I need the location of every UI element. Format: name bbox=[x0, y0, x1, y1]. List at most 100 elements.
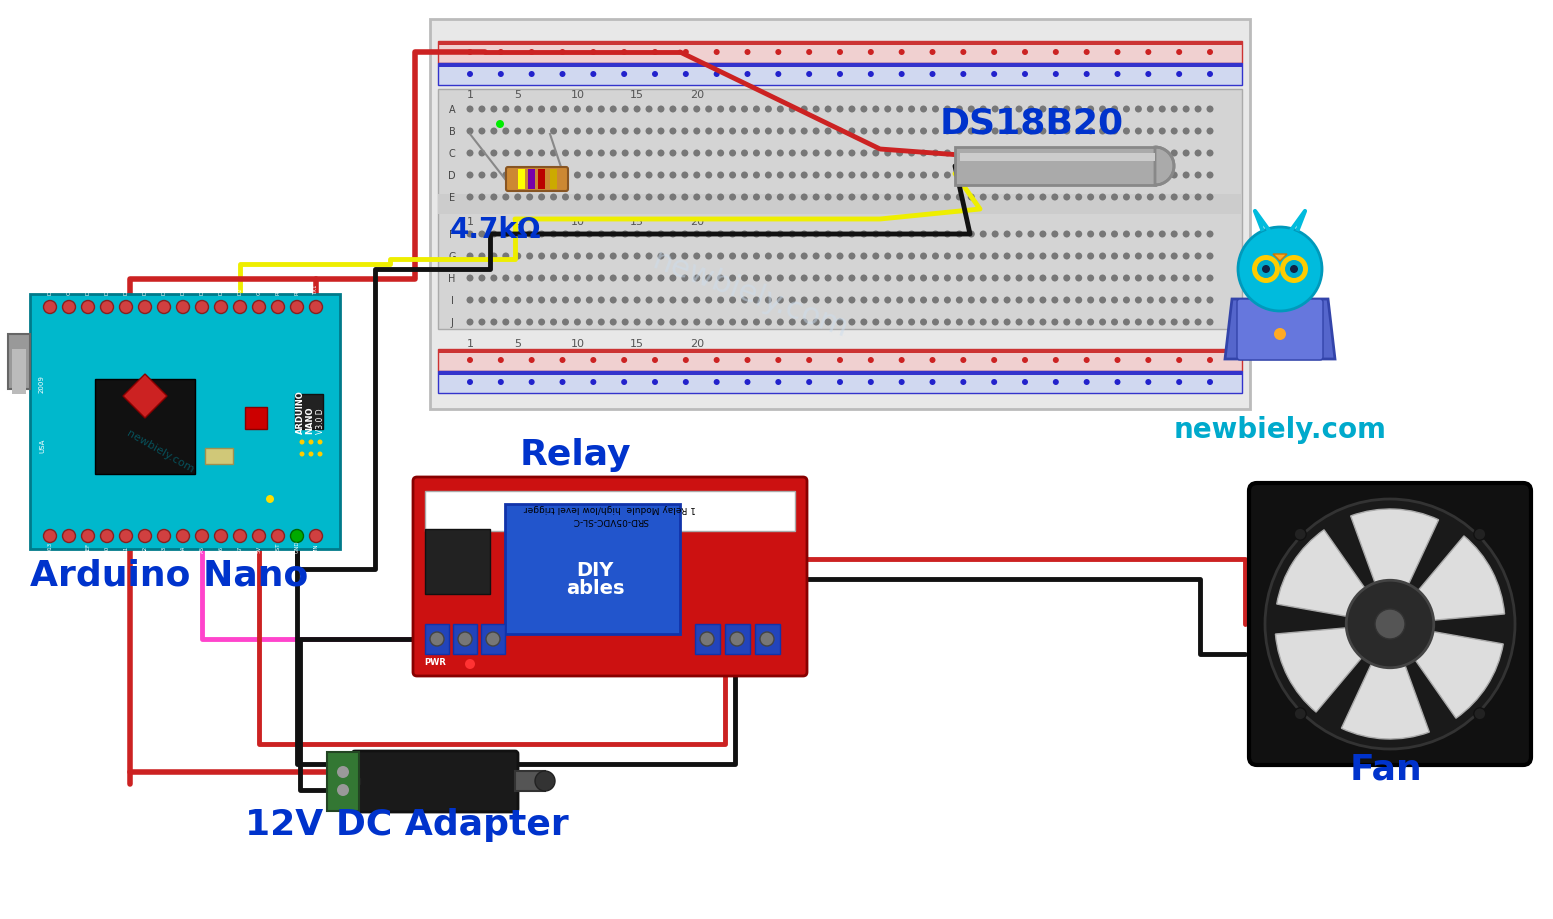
Circle shape bbox=[896, 107, 904, 113]
Circle shape bbox=[753, 151, 759, 157]
Circle shape bbox=[514, 232, 522, 238]
Circle shape bbox=[1159, 232, 1166, 238]
Circle shape bbox=[909, 275, 915, 282]
Circle shape bbox=[1051, 151, 1058, 157]
Circle shape bbox=[992, 129, 999, 135]
Circle shape bbox=[705, 194, 713, 201]
Circle shape bbox=[683, 72, 690, 78]
Circle shape bbox=[610, 232, 617, 238]
Circle shape bbox=[657, 151, 665, 157]
Circle shape bbox=[955, 254, 963, 260]
Circle shape bbox=[1100, 319, 1106, 326]
Text: V3.0 D: V3.0 D bbox=[315, 408, 325, 434]
Circle shape bbox=[646, 107, 652, 113]
Circle shape bbox=[860, 107, 868, 113]
Wedge shape bbox=[1275, 624, 1390, 712]
Circle shape bbox=[1159, 151, 1166, 157]
Circle shape bbox=[1003, 275, 1011, 282]
Circle shape bbox=[491, 129, 497, 135]
Circle shape bbox=[590, 72, 596, 78]
Circle shape bbox=[1087, 275, 1095, 282]
Circle shape bbox=[138, 530, 152, 543]
Circle shape bbox=[1100, 194, 1106, 201]
Circle shape bbox=[717, 232, 724, 238]
Circle shape bbox=[585, 254, 593, 260]
Circle shape bbox=[714, 50, 719, 56]
Bar bbox=[528, 170, 534, 190]
Circle shape bbox=[744, 50, 750, 56]
Circle shape bbox=[705, 107, 713, 113]
Circle shape bbox=[575, 129, 581, 135]
Circle shape bbox=[101, 301, 113, 314]
Circle shape bbox=[526, 129, 533, 135]
Circle shape bbox=[214, 301, 227, 314]
Circle shape bbox=[991, 380, 997, 386]
Circle shape bbox=[775, 380, 781, 386]
Circle shape bbox=[896, 254, 904, 260]
Circle shape bbox=[81, 301, 95, 314]
Circle shape bbox=[634, 232, 640, 238]
Circle shape bbox=[466, 107, 474, 113]
Circle shape bbox=[537, 297, 545, 304]
Circle shape bbox=[1171, 319, 1177, 326]
Circle shape bbox=[1051, 129, 1058, 135]
Circle shape bbox=[1053, 50, 1059, 56]
Circle shape bbox=[101, 530, 113, 543]
Circle shape bbox=[1028, 194, 1034, 201]
Circle shape bbox=[1039, 297, 1047, 304]
Bar bbox=[438, 349, 1242, 371]
Circle shape bbox=[899, 380, 905, 386]
Circle shape bbox=[1171, 173, 1177, 179]
Circle shape bbox=[478, 107, 486, 113]
Circle shape bbox=[1115, 380, 1121, 386]
Circle shape bbox=[1183, 254, 1190, 260]
Circle shape bbox=[884, 173, 891, 179]
Circle shape bbox=[682, 254, 688, 260]
Circle shape bbox=[1176, 72, 1182, 78]
Circle shape bbox=[960, 50, 966, 56]
Circle shape bbox=[657, 173, 665, 179]
Circle shape bbox=[960, 380, 966, 386]
Bar bbox=[438, 371, 1242, 393]
Circle shape bbox=[873, 129, 879, 135]
Text: C: C bbox=[449, 149, 455, 159]
Text: 5: 5 bbox=[514, 338, 522, 348]
Text: USA: USA bbox=[39, 438, 45, 452]
Circle shape bbox=[837, 107, 843, 113]
Circle shape bbox=[968, 107, 975, 113]
Circle shape bbox=[1171, 194, 1177, 201]
Text: D13: D13 bbox=[48, 541, 53, 552]
Circle shape bbox=[502, 194, 509, 201]
Text: D8: D8 bbox=[124, 287, 129, 295]
Circle shape bbox=[789, 173, 795, 179]
Circle shape bbox=[728, 173, 736, 179]
Circle shape bbox=[848, 151, 856, 157]
Circle shape bbox=[705, 151, 713, 157]
Text: 1: 1 bbox=[466, 90, 474, 100]
Circle shape bbox=[1016, 151, 1022, 157]
Circle shape bbox=[634, 297, 640, 304]
Circle shape bbox=[621, 297, 629, 304]
Circle shape bbox=[930, 357, 935, 364]
Circle shape bbox=[1003, 151, 1011, 157]
Circle shape bbox=[1087, 194, 1095, 201]
Circle shape bbox=[1171, 129, 1177, 135]
Circle shape bbox=[1171, 232, 1177, 238]
Text: 5V: 5V bbox=[256, 545, 261, 552]
Circle shape bbox=[1064, 319, 1070, 326]
Circle shape bbox=[1123, 107, 1131, 113]
Circle shape bbox=[585, 107, 593, 113]
Circle shape bbox=[657, 194, 665, 201]
Bar bbox=[438, 43, 1242, 46]
Circle shape bbox=[705, 297, 713, 304]
Circle shape bbox=[233, 301, 247, 314]
Bar bbox=[438, 42, 1242, 64]
Circle shape bbox=[621, 151, 629, 157]
Text: A0: A0 bbox=[104, 545, 110, 552]
Circle shape bbox=[1135, 297, 1141, 304]
Circle shape bbox=[1146, 254, 1154, 260]
Circle shape bbox=[930, 72, 935, 78]
Text: 15: 15 bbox=[631, 217, 644, 227]
Bar bbox=[426, 529, 491, 595]
Circle shape bbox=[775, 72, 781, 78]
